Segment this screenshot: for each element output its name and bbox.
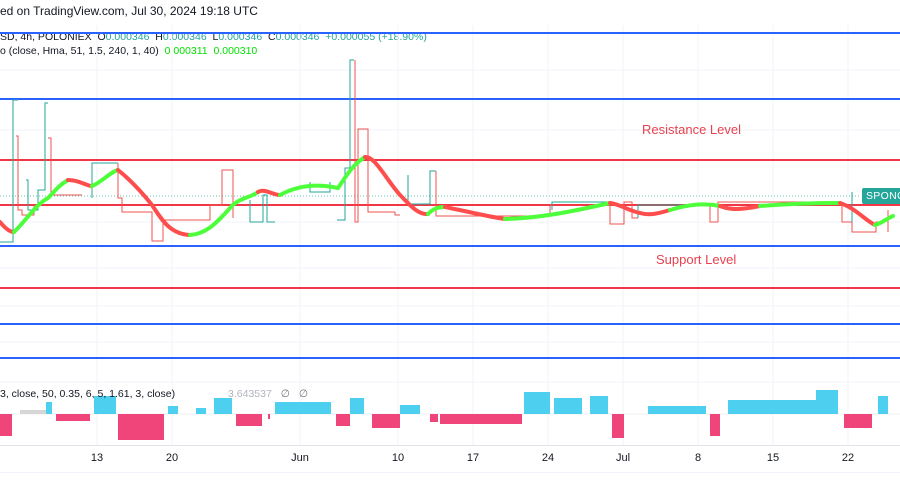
support-label: Support Level xyxy=(656,252,737,267)
price-chart[interactable] xyxy=(0,0,900,445)
x-tick: 13 xyxy=(90,452,104,464)
null-icon: ∅ xyxy=(298,388,308,400)
x-tick: Jul xyxy=(615,452,631,464)
published-header: ed on TradingView.com, Jul 30, 2024 19:1… xyxy=(0,4,258,18)
oscillator-value: 3.643537 xyxy=(228,388,272,400)
indicator-legend: o (close, Hma, 51, 1.5, 240, 1, 40) 0.00… xyxy=(0,45,257,57)
indicator-name: o (close, Hma, 51, 1.5, 240, 1, 40) xyxy=(0,45,159,57)
x-tick: 22 xyxy=(841,452,855,464)
open-label: O xyxy=(97,31,106,43)
resistance-label: Resistance Level xyxy=(642,122,741,137)
grid xyxy=(0,25,900,445)
time-axis[interactable]: 13 20 Jun 10 17 24 Jul 8 15 22 xyxy=(0,445,900,473)
candles xyxy=(0,59,889,243)
horizontal-levels xyxy=(0,32,900,359)
x-tick: 17 xyxy=(466,452,480,464)
oscillator-legend: 3, close, 50, 0.35, 6, 5, 1.61, 3, close… xyxy=(0,388,308,400)
x-tick: 8 xyxy=(694,452,702,464)
indicator-value-1: 0.000311 xyxy=(164,45,208,57)
oscillator-bars xyxy=(0,390,900,440)
hull-ma xyxy=(0,155,895,237)
indicator-value-2: 0.000310 xyxy=(213,45,258,57)
null-icon: ∅ xyxy=(280,388,290,400)
close-label: C xyxy=(268,31,276,43)
x-tick: 20 xyxy=(165,452,179,464)
x-tick: 10 xyxy=(391,452,405,464)
low-label: L xyxy=(212,31,219,43)
high-label: H xyxy=(155,31,163,43)
x-tick: Jun xyxy=(291,452,309,464)
oscillator-params: 3, close, 50, 0.35, 6, 5, 1.61, 3, close… xyxy=(0,388,176,400)
price-badge: SPONG xyxy=(862,188,900,204)
x-tick: 15 xyxy=(766,452,780,464)
x-tick: 24 xyxy=(541,452,555,464)
